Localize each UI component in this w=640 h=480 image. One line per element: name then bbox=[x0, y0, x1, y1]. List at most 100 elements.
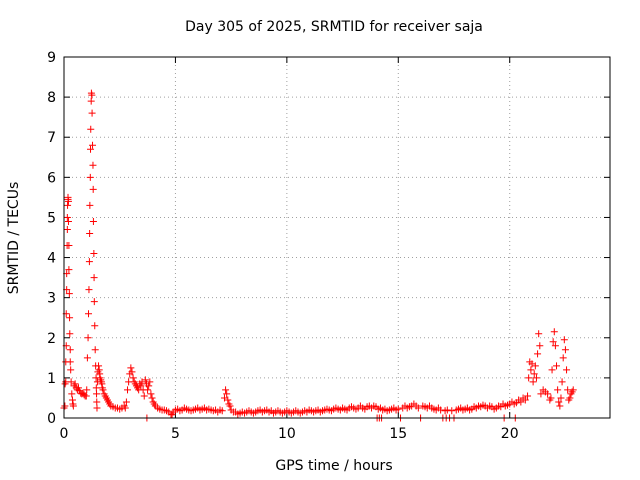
data-point bbox=[124, 386, 132, 394]
y-tick-label: 1 bbox=[47, 371, 56, 387]
data-point bbox=[64, 217, 72, 225]
data-point bbox=[145, 382, 153, 390]
data-point bbox=[223, 390, 231, 398]
data-point bbox=[88, 91, 96, 99]
data-point bbox=[91, 322, 99, 330]
data-point bbox=[92, 384, 100, 392]
y-tick-label: 9 bbox=[47, 50, 56, 66]
data-point bbox=[121, 404, 129, 412]
data-point bbox=[544, 390, 552, 398]
data-point bbox=[525, 374, 533, 382]
data-point bbox=[144, 386, 152, 394]
plot-frame bbox=[63, 56, 611, 419]
data-point bbox=[529, 378, 537, 386]
data-point bbox=[521, 396, 529, 404]
data-point bbox=[551, 342, 559, 350]
data-point bbox=[87, 145, 95, 153]
y-tick-label: 7 bbox=[47, 130, 56, 146]
data-point bbox=[218, 407, 226, 415]
data-point bbox=[68, 390, 76, 398]
x-tick-labels: 0 5 10 15 20 bbox=[60, 426, 519, 442]
data-point bbox=[99, 386, 107, 394]
data-point bbox=[530, 370, 538, 378]
grid bbox=[64, 57, 610, 418]
data-point bbox=[224, 396, 232, 404]
data-point bbox=[86, 201, 94, 209]
data-point bbox=[89, 217, 97, 225]
y-tick-label: 6 bbox=[47, 170, 56, 186]
data-point bbox=[222, 386, 230, 394]
data-point bbox=[537, 390, 545, 398]
data-point bbox=[65, 290, 73, 298]
data-point bbox=[548, 366, 556, 374]
data-point bbox=[91, 346, 99, 354]
y-tick-label: 0 bbox=[47, 411, 56, 427]
data-point bbox=[66, 314, 74, 322]
y-tick-label: 5 bbox=[47, 210, 56, 226]
data-point bbox=[85, 310, 93, 318]
data-point bbox=[394, 405, 402, 413]
data-point bbox=[86, 229, 94, 237]
data-point bbox=[146, 378, 154, 386]
data-point bbox=[83, 354, 91, 362]
data-point bbox=[83, 386, 91, 394]
data-point bbox=[550, 328, 558, 336]
data-point bbox=[93, 390, 101, 398]
data-point bbox=[556, 402, 564, 410]
data-point bbox=[67, 366, 75, 374]
data-point bbox=[549, 338, 557, 346]
data-point bbox=[90, 298, 98, 306]
data-point bbox=[559, 354, 567, 362]
y-tick-label: 3 bbox=[47, 291, 56, 307]
data-point bbox=[534, 350, 542, 358]
data-point bbox=[65, 242, 73, 250]
data-point bbox=[85, 286, 93, 294]
data-point bbox=[437, 406, 445, 414]
data-point bbox=[90, 274, 98, 282]
data-series-srmtid bbox=[60, 89, 577, 422]
data-point bbox=[566, 394, 574, 402]
data-point bbox=[129, 374, 137, 382]
chart-title: Day 305 of 2025, SRMTID for receiver saj… bbox=[185, 19, 483, 35]
data-point bbox=[141, 376, 149, 384]
data-point bbox=[555, 398, 563, 406]
y-axis-label: SRMTID / TECUs bbox=[6, 182, 22, 295]
data-point bbox=[63, 213, 71, 221]
data-point bbox=[89, 161, 97, 169]
data-point bbox=[535, 330, 543, 338]
data-point bbox=[64, 201, 72, 209]
data-point bbox=[66, 358, 74, 366]
data-point bbox=[553, 362, 561, 370]
data-point bbox=[66, 346, 74, 354]
data-point bbox=[414, 404, 422, 412]
data-point bbox=[557, 394, 565, 402]
data-point bbox=[88, 109, 96, 117]
data-point bbox=[554, 386, 562, 394]
x-tick-label: 0 bbox=[60, 426, 69, 442]
data-point bbox=[524, 392, 532, 400]
data-point bbox=[561, 346, 569, 354]
data-point bbox=[226, 402, 234, 410]
data-point bbox=[71, 380, 79, 388]
data-point bbox=[67, 378, 75, 386]
data-point bbox=[64, 197, 72, 205]
data-point bbox=[66, 330, 74, 338]
data-point bbox=[137, 382, 145, 390]
data-point bbox=[128, 368, 136, 376]
data-point bbox=[443, 406, 451, 414]
data-point bbox=[89, 185, 97, 193]
data-point bbox=[148, 394, 156, 402]
data-point bbox=[140, 392, 148, 400]
data-point bbox=[93, 404, 101, 412]
data-point bbox=[93, 398, 101, 406]
data-point bbox=[127, 364, 135, 372]
data-point bbox=[569, 386, 577, 394]
data-point bbox=[82, 392, 90, 400]
y-tick-labels: 0 1 2 3 4 5 6 7 8 9 bbox=[47, 50, 56, 427]
data-point bbox=[63, 225, 71, 233]
data-point bbox=[84, 334, 92, 342]
data-point bbox=[122, 398, 130, 406]
data-point bbox=[531, 362, 539, 370]
data-point bbox=[532, 374, 540, 382]
